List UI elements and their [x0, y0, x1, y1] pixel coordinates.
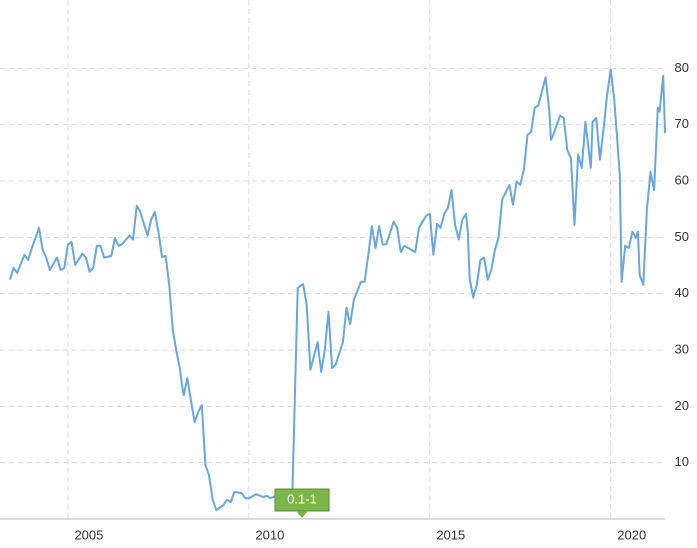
y-tick-label: 30 — [675, 341, 689, 356]
y-tick-label: 50 — [675, 229, 689, 244]
y-tick-label: 40 — [675, 285, 689, 300]
y-tick-label: 60 — [675, 172, 689, 187]
x-tick-label: 2005 — [74, 527, 103, 542]
annotation-pointer — [296, 511, 308, 518]
annotation-box: 0.1-1 — [274, 488, 330, 518]
y-tick-label: 80 — [675, 60, 689, 75]
y-tick-label: 10 — [675, 454, 689, 469]
x-tick-label: 2020 — [617, 527, 646, 542]
x-tick-label: 2015 — [436, 527, 465, 542]
x-tick-label: 2010 — [255, 527, 284, 542]
y-tick-label: 70 — [675, 116, 689, 131]
data-line — [9, 68, 666, 511]
annotation: 0.1-1 — [287, 491, 317, 506]
y-tick-label: 20 — [675, 398, 689, 413]
